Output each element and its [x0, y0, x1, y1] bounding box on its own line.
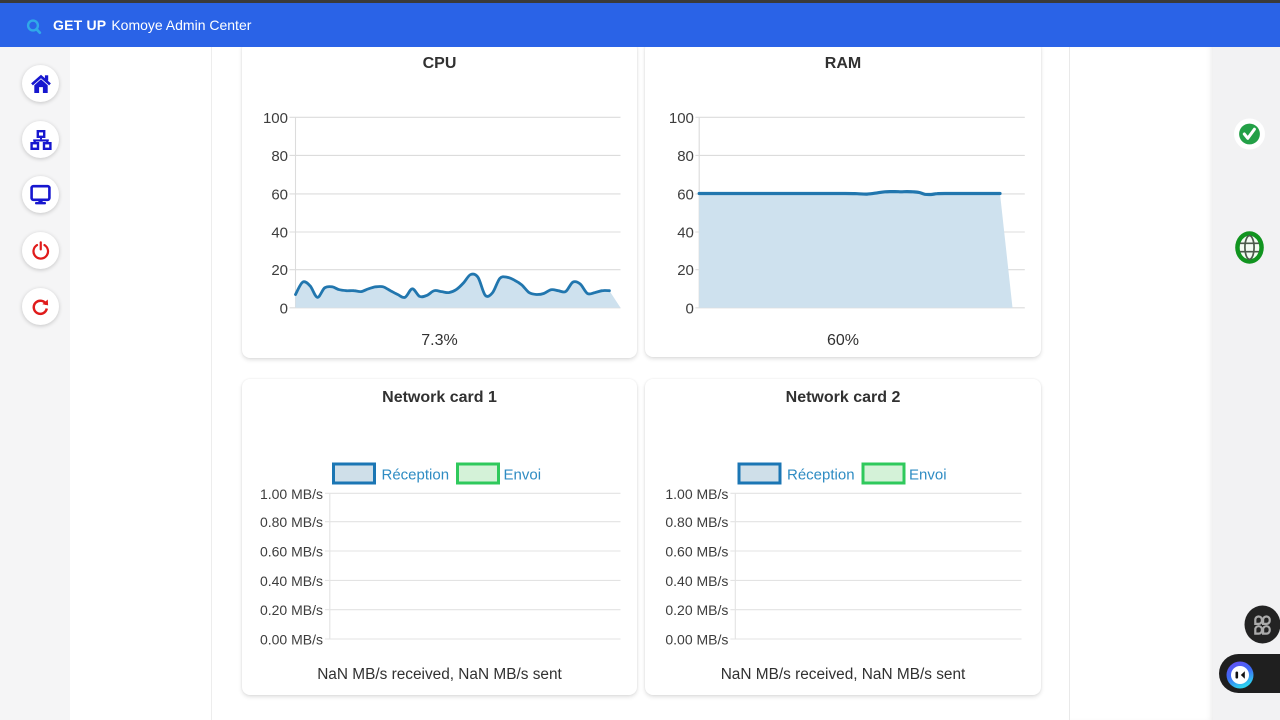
svg-text:0.20 MB/s: 0.20 MB/s — [665, 602, 728, 618]
svg-text:0.00 MB/s: 0.00 MB/s — [665, 632, 728, 648]
svg-text:100: 100 — [263, 110, 288, 127]
svg-text:20: 20 — [271, 262, 288, 279]
svg-text:Réception: Réception — [382, 467, 450, 484]
svg-text:80: 80 — [677, 148, 694, 165]
svg-text:40: 40 — [271, 225, 288, 242]
svg-text:Envoi: Envoi — [504, 467, 542, 484]
svg-text:0.60 MB/s: 0.60 MB/s — [260, 544, 323, 560]
svg-text:60: 60 — [271, 186, 288, 203]
svg-text:0.20 MB/s: 0.20 MB/s — [260, 602, 323, 618]
svg-text:20: 20 — [677, 262, 694, 279]
svg-text:60: 60 — [677, 186, 694, 203]
svg-text:Réception: Réception — [787, 467, 855, 484]
svg-text:40: 40 — [677, 225, 694, 242]
svg-text:0: 0 — [280, 300, 288, 317]
svg-text:0.00 MB/s: 0.00 MB/s — [260, 632, 323, 648]
svg-text:0.80 MB/s: 0.80 MB/s — [260, 514, 323, 530]
svg-text:Envoi: Envoi — [909, 467, 947, 484]
svg-text:0: 0 — [686, 300, 694, 317]
svg-text:0.40 MB/s: 0.40 MB/s — [665, 573, 728, 589]
svg-text:0.80 MB/s: 0.80 MB/s — [665, 514, 728, 530]
svg-text:80: 80 — [271, 148, 288, 165]
svg-text:1.00 MB/s: 1.00 MB/s — [665, 486, 728, 502]
svg-text:1.00 MB/s: 1.00 MB/s — [260, 486, 323, 502]
svg-text:0.40 MB/s: 0.40 MB/s — [260, 573, 323, 589]
svg-text:0.60 MB/s: 0.60 MB/s — [665, 544, 728, 560]
svg-text:100: 100 — [669, 110, 694, 127]
